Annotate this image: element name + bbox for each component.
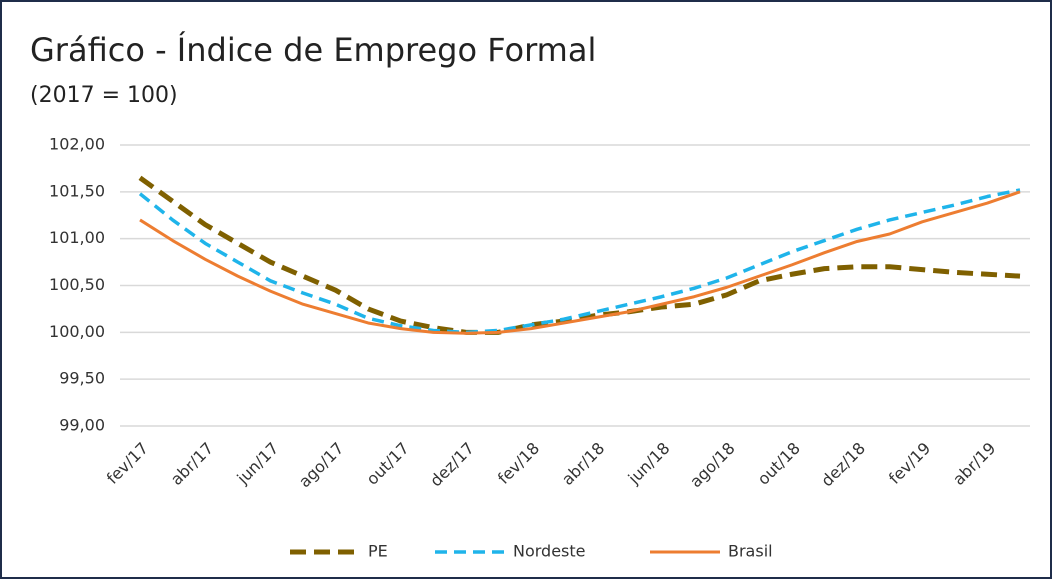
y-tick-label: 100,50	[49, 275, 105, 294]
y-tick-label: 101,50	[49, 181, 105, 200]
series-line	[138, 175, 1021, 335]
y-tick-label: 102,00	[49, 135, 105, 154]
series-line	[138, 188, 1021, 335]
y-tick-label: 99,00	[59, 416, 105, 435]
chart-subtitle: (2017 = 100)	[30, 83, 178, 108]
y-tick-label: 99,50	[59, 369, 105, 388]
y-tick-label: 101,00	[49, 228, 105, 247]
legend-label: PE	[368, 542, 388, 561]
legend-label: Nordeste	[513, 542, 586, 561]
legend-label: Brasil	[728, 542, 773, 561]
chart-title: Gráfico - Índice de Emprego Formal	[30, 31, 596, 69]
series-line	[139, 190, 1021, 335]
y-tick-label: 100,00	[49, 322, 105, 341]
